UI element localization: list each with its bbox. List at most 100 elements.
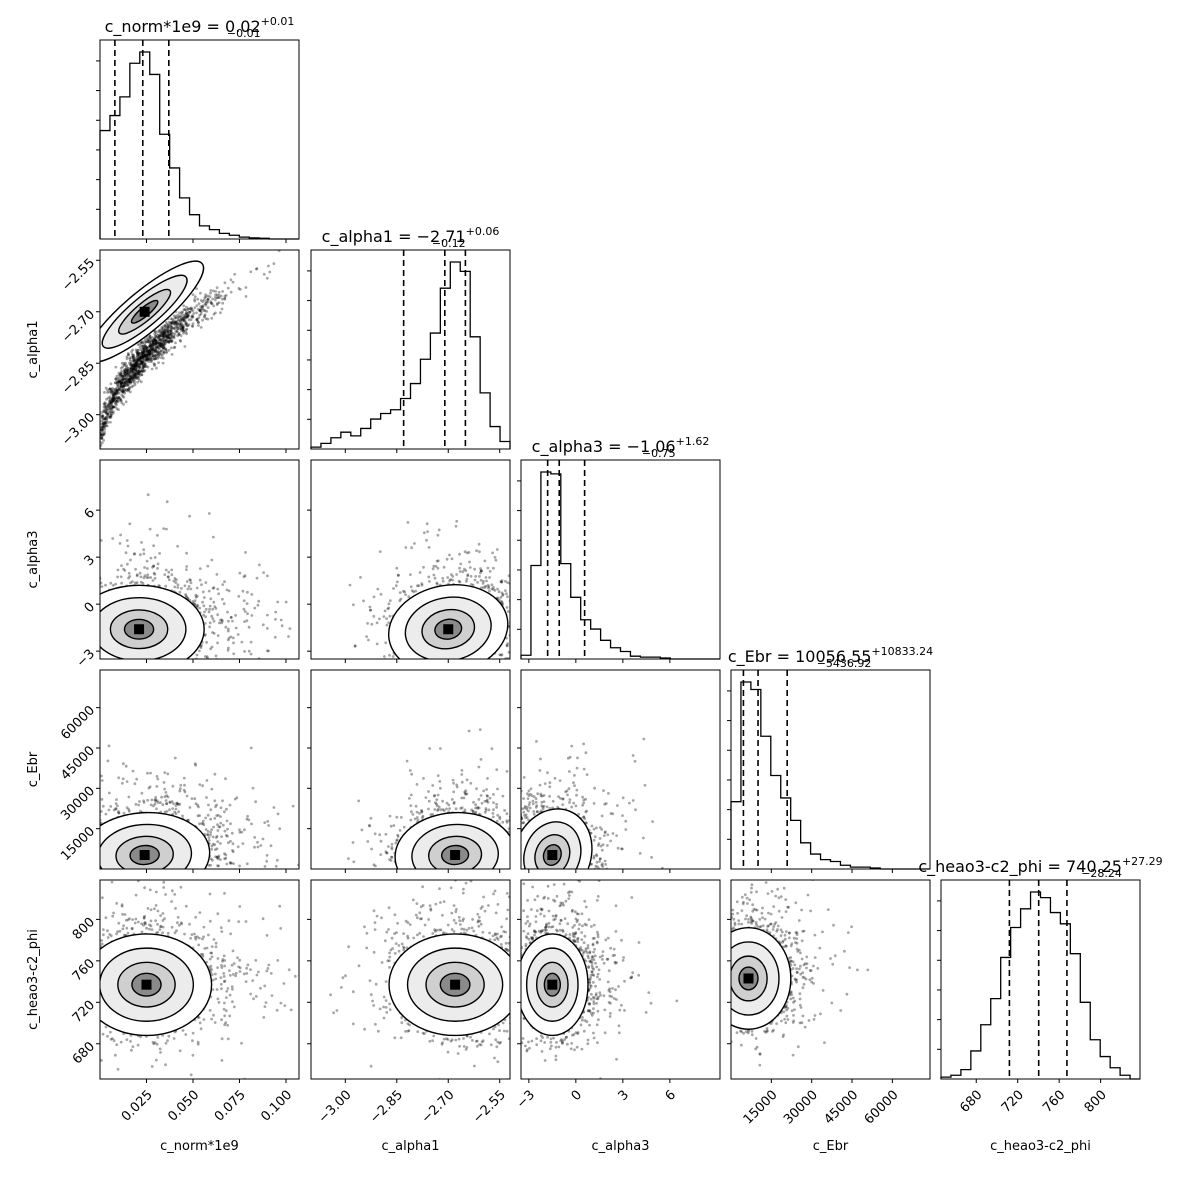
xtick-label-1-1: −2.85 xyxy=(367,1088,406,1127)
title-minus-4: −28.24 xyxy=(1081,867,1122,880)
hist-title-3: c_Ebr = 10056.55+10833.24 −5436.92 xyxy=(728,645,933,670)
scatter-frame-1-3 xyxy=(310,669,511,870)
x-axis-label-2: c_alpha3 xyxy=(592,1139,650,1154)
xtick-label-0-2: 0.075 xyxy=(212,1088,249,1125)
xtick-label-1-0: −3.00 xyxy=(316,1088,355,1127)
scatter-points-0-2 xyxy=(100,493,299,659)
xtick-label-3-1: 30000 xyxy=(781,1088,821,1128)
title-plus-1: +0.06 xyxy=(466,225,500,238)
xtick-label-2-2: 3 xyxy=(616,1088,632,1104)
scatter-points-1-3 xyxy=(347,728,510,869)
hist-frame-1 xyxy=(310,249,511,450)
xtick-label-0-3: 0.100 xyxy=(258,1088,295,1125)
scatter-frame-3-4 xyxy=(730,879,931,1080)
hist-title-0: c_norm*1e9 = 0.02+0.01 −0.01 xyxy=(105,15,295,40)
ytick-label-2-2: 3 xyxy=(82,553,98,569)
scatter-panel-0-4 xyxy=(96,879,300,1083)
peak-mark-3-4 xyxy=(743,973,754,984)
ytick-label-1-1: −2.85 xyxy=(59,359,98,398)
scatter-panel-0-2 xyxy=(96,459,300,663)
title-plus-3: +10833.24 xyxy=(871,645,933,658)
scatter-panel-2-3 xyxy=(517,669,721,873)
title-plus-4: +27.29 xyxy=(1122,855,1163,868)
ytick-label-4-3: 800 xyxy=(70,915,98,943)
title-minus-3: −5436.92 xyxy=(817,657,872,670)
hist-title-4: c_heao3-c2_phi = 740.25+27.29 −28.24 xyxy=(918,855,1162,880)
hist-panel-1: c_alpha1 = −2.71+0.06 −0.12 xyxy=(307,225,511,453)
title-minus-1: −0.12 xyxy=(432,237,466,250)
peak-mark-0-1 xyxy=(139,306,150,317)
scatter-panel-0-3 xyxy=(96,669,300,873)
scatter-points-0-1 xyxy=(100,250,291,449)
title-minus-0: −0.01 xyxy=(227,27,261,40)
xtick-label-4-2: 760 xyxy=(1040,1088,1068,1116)
hist-panel-3: c_Ebr = 10056.55+10833.24 −5436.92 xyxy=(727,645,933,873)
hist-panel-2: c_alpha3 = −1.06+1.62 −0.75 xyxy=(517,435,721,663)
xtick-label-2-0: −3 xyxy=(514,1088,538,1112)
hist-title-2: c_alpha3 = −1.06+1.62 −0.75 xyxy=(532,435,710,460)
ytick-label-4-1: 720 xyxy=(70,998,98,1026)
hist-frame-4 xyxy=(940,879,1141,1080)
scatter-points-1-2 xyxy=(348,519,510,659)
hist-step-2 xyxy=(520,471,720,660)
y-axis-label-2: c_alpha3 xyxy=(26,531,41,589)
hist-step-4 xyxy=(940,891,1140,1080)
ytick-label-3-3: 60000 xyxy=(58,703,98,743)
hist-panel-4: c_heao3-c2_phi = 740.25+27.29 −28.24 xyxy=(918,855,1163,1083)
scatter-panel-2-4 xyxy=(517,879,721,1083)
scatter-points-2-4 xyxy=(521,880,679,1079)
hist-frame-3 xyxy=(730,669,931,870)
scatter-panel-1-3 xyxy=(307,669,511,873)
xtick-label-0-1: 0.050 xyxy=(165,1088,202,1125)
xtick-label-3-0: 15000 xyxy=(741,1088,781,1128)
hist-panel-0: c_norm*1e9 = 0.02+0.01 −0.01 xyxy=(96,15,300,243)
peak-mark-0-4 xyxy=(141,979,152,990)
title-plus-0: +0.01 xyxy=(261,15,295,28)
scatter-points-0-4 xyxy=(100,880,299,1079)
xtick-label-3-3: 60000 xyxy=(862,1088,902,1128)
scatter-frame-1-4 xyxy=(310,879,511,1080)
hist-step-1 xyxy=(310,261,511,449)
scatter-frame-0-2 xyxy=(99,459,300,660)
ytick-label-2-1: 0 xyxy=(82,600,98,616)
scatter-points-1-4 xyxy=(329,880,510,1079)
ytick-label-2-3: 6 xyxy=(82,506,98,522)
x-axis-label-1: c_alpha1 xyxy=(382,1139,440,1154)
xtick-label-4-0: 680 xyxy=(957,1088,985,1116)
scatter-panel-3-4 xyxy=(727,879,931,1083)
peak-mark-0-2 xyxy=(134,624,145,635)
peak-mark-0-3 xyxy=(139,850,150,861)
xtick-label-1-2: −2.70 xyxy=(419,1088,458,1127)
ytick-label-1-2: −2.70 xyxy=(59,307,98,346)
ytick-label-1-0: −3.00 xyxy=(59,410,98,449)
peak-mark-1-4 xyxy=(450,979,461,990)
xtick-label-4-3: 800 xyxy=(1082,1088,1110,1116)
hist-step-0 xyxy=(99,51,299,240)
hist-title-1: c_alpha1 = −2.71+0.06 −0.12 xyxy=(322,225,500,250)
scatter-frame-2-3 xyxy=(520,669,721,870)
y-axis-label-4: c_heao3-c2_phi xyxy=(26,929,41,1030)
scatter-frame-0-3 xyxy=(99,669,300,870)
scatter-panel-1-2 xyxy=(307,459,511,663)
scatter-panel-1-4 xyxy=(307,879,511,1083)
scatter-frame-0-1 xyxy=(99,249,300,450)
scatter-panel-0-1 xyxy=(96,249,300,453)
ytick-label-3-1: 30000 xyxy=(58,784,98,824)
ytick-label-4-2: 760 xyxy=(70,956,98,984)
hist-frame-2 xyxy=(520,459,721,660)
ytick-label-2-0: −3 xyxy=(74,647,98,671)
title-minus-2: −0.75 xyxy=(642,447,676,460)
ytick-label-1-3: −2.55 xyxy=(59,256,98,295)
scatter-points-0-3 xyxy=(100,744,299,869)
peak-mark-2-3 xyxy=(547,850,558,861)
xtick-label-4-1: 720 xyxy=(999,1088,1027,1116)
peak-mark-1-2 xyxy=(443,624,454,635)
ytick-label-3-0: 15000 xyxy=(58,824,98,864)
scatter-frame-1-2 xyxy=(310,459,511,660)
peak-mark-1-3 xyxy=(450,850,461,861)
scatter-frame-0-4 xyxy=(99,879,300,1080)
y-axis-label-3: c_Ebr xyxy=(26,751,41,787)
hist-step-3 xyxy=(730,681,930,870)
scatter-points-3-4 xyxy=(731,880,870,1067)
